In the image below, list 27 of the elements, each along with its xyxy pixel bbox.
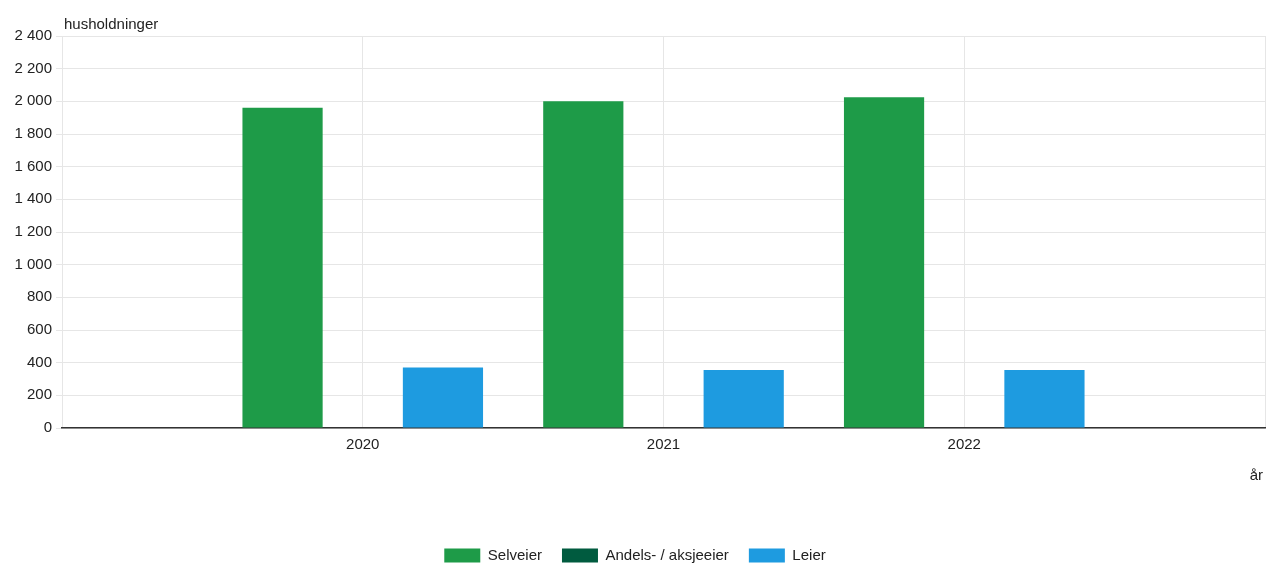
y-tick-label: 800 <box>26 287 52 305</box>
y-tick-label: 1 200 <box>14 222 52 240</box>
x-tick-label: 2020 <box>346 435 380 453</box>
legend-label: Leier <box>792 545 826 563</box>
bar <box>402 367 484 428</box>
bar <box>843 97 925 428</box>
legend-label: Andels- / aksjeeier <box>605 545 729 563</box>
y-axis-title: husholdninger <box>64 14 159 32</box>
y-tick-label: 1 000 <box>14 254 52 272</box>
bar <box>1004 370 1085 428</box>
legend-label: Selveier <box>487 545 542 563</box>
x-axis-title: år <box>1249 465 1263 483</box>
bar <box>543 101 624 428</box>
y-tick-label: 400 <box>26 352 52 370</box>
y-tick-label: 2 000 <box>14 91 52 109</box>
y-tick-label: 0 <box>43 418 52 436</box>
y-tick-label: 2 400 <box>14 26 52 44</box>
x-tick-label: 2022 <box>947 435 981 453</box>
bar <box>703 370 784 428</box>
bar <box>242 107 323 428</box>
y-tick-label: 200 <box>26 385 52 403</box>
y-tick-label: 1 600 <box>14 156 52 174</box>
y-tick-label: 600 <box>26 320 52 338</box>
y-tick-label: 2 200 <box>14 58 52 76</box>
x-tick-label: 2021 <box>646 435 681 453</box>
y-tick-label: 1 800 <box>14 124 52 142</box>
y-tick-label: 1 400 <box>14 189 52 207</box>
